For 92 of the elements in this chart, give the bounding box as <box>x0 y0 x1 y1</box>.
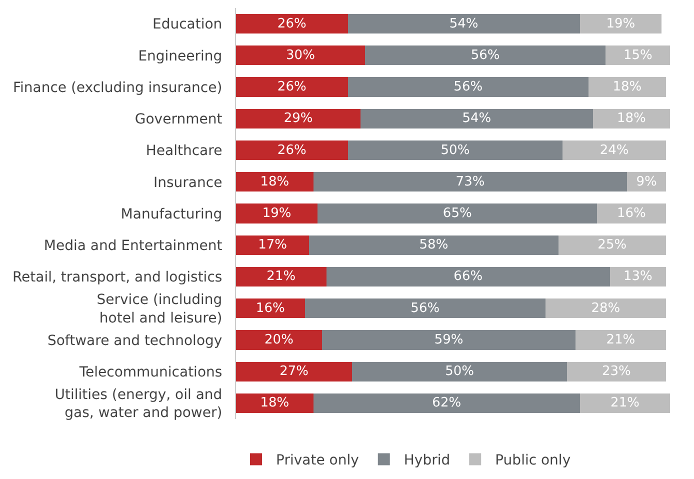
data-label: 65% <box>442 206 472 221</box>
data-label: 28% <box>591 300 620 316</box>
bar <box>348 14 580 34</box>
bar <box>236 362 352 382</box>
data-label: 9% <box>636 174 657 190</box>
bar <box>313 172 628 192</box>
data-label: 56% <box>454 80 483 95</box>
bar <box>236 172 314 192</box>
bar <box>236 14 348 34</box>
bar <box>580 14 662 34</box>
data-label: 27% <box>280 364 308 380</box>
bar <box>606 46 670 66</box>
data-label: 24% <box>600 142 629 158</box>
data-label: 18% <box>260 174 290 190</box>
data-label: 17% <box>258 238 287 253</box>
y-tick-label: Retail, transport, and logistics <box>12 270 222 286</box>
data-label: 59% <box>434 332 464 348</box>
bar <box>580 393 670 413</box>
bar <box>236 330 322 350</box>
y-tick-label: Finance (excluding insurance) <box>12 80 222 96</box>
bar <box>236 298 305 318</box>
data-label: 18% <box>612 80 642 95</box>
bar <box>236 46 365 66</box>
data-label: 18% <box>260 396 290 411</box>
bar <box>597 204 666 224</box>
bar <box>236 393 314 413</box>
data-label: 16% <box>617 206 646 221</box>
data-label: 20% <box>264 332 294 348</box>
data-label: 15% <box>623 48 652 63</box>
y-tick-label: Telecommunications <box>78 364 222 380</box>
data-label: 16% <box>256 300 285 316</box>
bar <box>348 77 588 97</box>
legend-label: Hybrid <box>404 452 450 469</box>
bar <box>236 140 348 160</box>
bar <box>562 140 666 160</box>
y-tick-label: Utilities (energy, oil and gas, water and power) <box>54 386 222 422</box>
data-label: 21% <box>606 332 636 348</box>
bar <box>364 46 606 66</box>
data-label: 23% <box>602 364 631 380</box>
data-label: 26% <box>277 16 306 32</box>
legend-label: Private only <box>276 452 359 469</box>
data-label: 18% <box>617 111 646 126</box>
bar <box>588 77 666 97</box>
y-tick-label: Healthcare <box>146 143 222 160</box>
data-label: 73% <box>456 174 485 190</box>
data-label: 62% <box>432 396 462 411</box>
bar <box>304 298 546 318</box>
bar <box>236 266 326 287</box>
bar <box>558 235 666 255</box>
data-label: 54% <box>462 111 492 126</box>
bar <box>322 330 576 350</box>
y-tick-label: Government <box>134 112 223 128</box>
data-label: 30% <box>286 48 315 63</box>
data-label: 21% <box>266 269 296 284</box>
y-tick-label: Media and Entertainment <box>44 238 223 254</box>
bar <box>352 362 567 382</box>
data-label: 26% <box>277 142 306 158</box>
data-label: 29% <box>284 111 313 126</box>
data-label: 26% <box>277 80 306 95</box>
data-label: 66% <box>454 269 483 284</box>
data-label: 19% <box>606 16 636 32</box>
bar <box>348 140 563 160</box>
data-label: 13% <box>623 269 652 284</box>
y-tick-label: Software and technology <box>47 332 222 349</box>
bar <box>545 298 666 318</box>
data-label: 19% <box>262 206 292 221</box>
bar <box>236 77 348 97</box>
bar <box>576 330 666 350</box>
bar <box>566 362 666 382</box>
y-tick-label: Service (including hotel and leisure) <box>96 292 222 326</box>
bar <box>236 108 361 128</box>
data-label: 50% <box>445 364 474 380</box>
bar <box>236 235 310 255</box>
y-tick-label: Insurance <box>154 174 222 191</box>
y-tick-label: Education <box>152 16 222 33</box>
bar <box>318 204 598 224</box>
legend-label: Public only <box>495 452 571 469</box>
bar <box>309 235 558 255</box>
data-label: 54% <box>449 16 478 32</box>
data-label: 58% <box>419 238 448 253</box>
bar <box>313 393 580 413</box>
y-tick-label: Manufacturing <box>120 206 222 222</box>
bar <box>236 204 318 224</box>
data-label: 21% <box>610 396 640 411</box>
bar <box>326 266 610 287</box>
bar <box>360 108 593 128</box>
data-label: 56% <box>410 300 440 316</box>
data-label: 25% <box>598 238 627 253</box>
data-label: 50% <box>440 142 470 158</box>
y-tick-label: Engineering <box>138 48 222 64</box>
data-label: 56% <box>470 48 500 63</box>
bar <box>592 108 670 128</box>
